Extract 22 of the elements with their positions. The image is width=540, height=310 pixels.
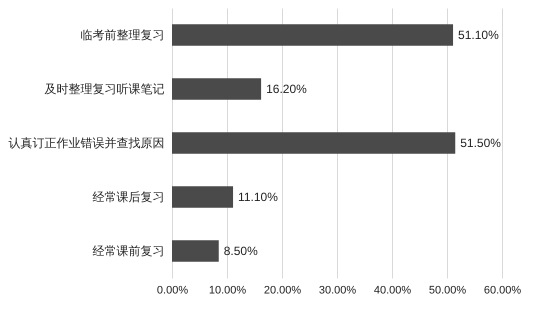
bar <box>172 186 234 208</box>
y-tick-label: 临考前整理复习 <box>80 28 164 42</box>
x-tick-label: 30.00% <box>318 284 356 296</box>
bar <box>172 78 262 100</box>
bar <box>172 240 219 262</box>
data-label: 8.50% <box>224 244 258 258</box>
x-tick-label: 0.00% <box>156 284 188 296</box>
y-tick-label: 经常课后复习 <box>92 190 164 204</box>
x-tick-label: 40.00% <box>374 284 412 296</box>
y-tick-label: 认真订正作业错误并查找原因 <box>8 136 164 150</box>
y-tick-label: 经常课前复习 <box>92 244 164 258</box>
x-tick-label: 20.00% <box>264 284 302 296</box>
y-tick-label: 及时整理复习听课笔记 <box>44 82 164 96</box>
bar <box>172 132 456 154</box>
bar <box>172 24 454 46</box>
data-label: 51.10% <box>458 28 500 42</box>
data-label: 51.50% <box>460 136 502 150</box>
x-tick-label: 10.00% <box>208 284 246 296</box>
x-tick-label: 50.00% <box>428 284 466 296</box>
x-tick-label: 60.00% <box>484 284 522 296</box>
data-label: 11.10% <box>238 190 278 204</box>
data-label: 16.20% <box>266 82 308 96</box>
